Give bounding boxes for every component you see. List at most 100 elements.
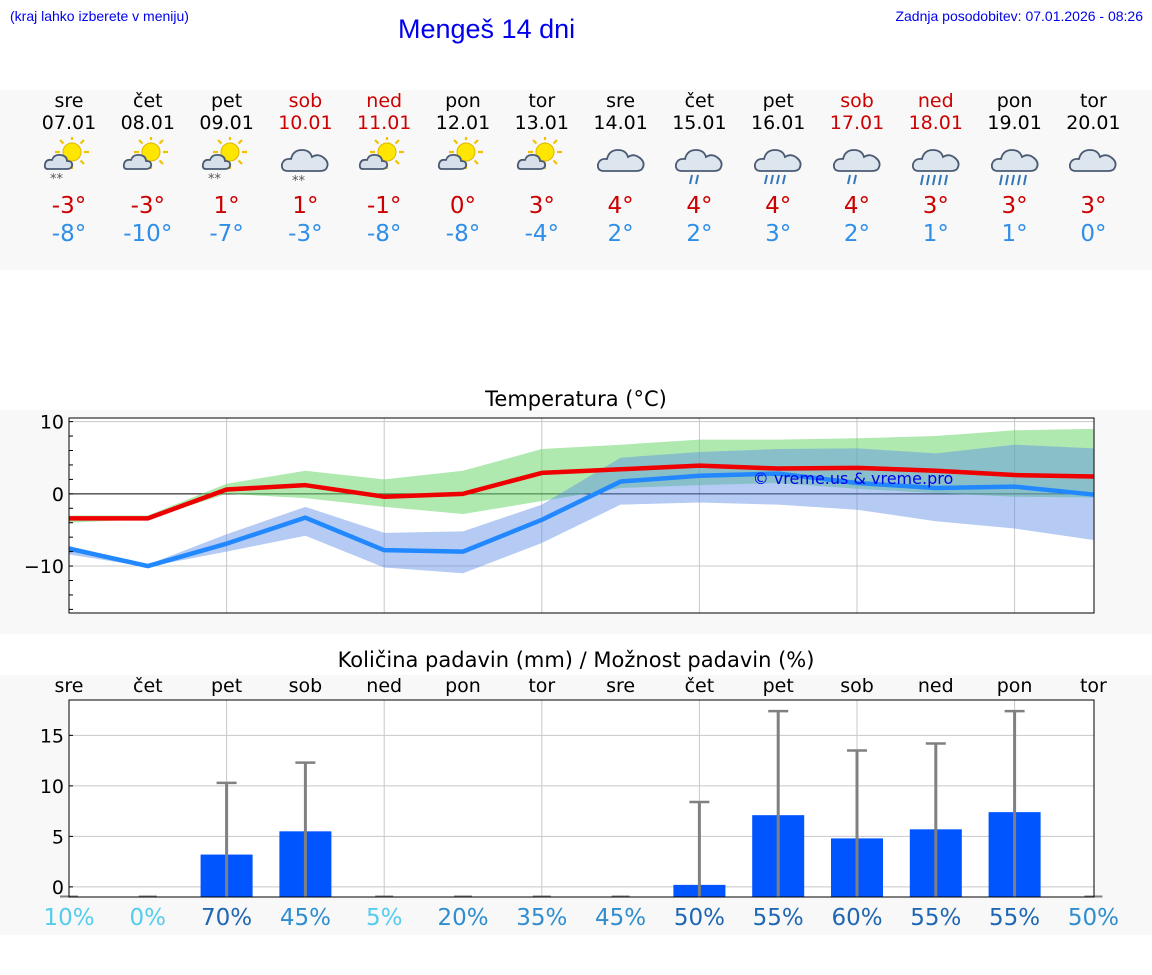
temperature-chart-title: Temperatura (°C)	[485, 387, 667, 411]
day-name: tor	[528, 90, 556, 112]
forecast-strip: sre 07.01 ** -3° -8° čet 08.01 -3° -10° pet 09.01 *…	[0, 90, 1152, 270]
temp-min: 2°	[686, 221, 713, 247]
day-date: 12.01	[435, 112, 491, 134]
x-category-label: sob	[840, 675, 874, 697]
forecast-day: pet 16.01 4° 3°	[739, 90, 817, 248]
y-tick-label: 0	[52, 484, 64, 506]
forecast-band	[0, 90, 1152, 270]
forecast-day: pon 12.01 0° -8°	[424, 90, 502, 248]
sun	[527, 137, 562, 169]
precip-probability: 45%	[280, 905, 331, 931]
sun-cloud-icon	[345, 134, 423, 192]
min-range-band	[69, 444, 1094, 574]
day-name: sob	[840, 90, 874, 112]
cloud	[122, 153, 152, 170]
temp-min: -8°	[51, 221, 87, 247]
x-category-label: pet	[763, 675, 794, 697]
x-category-label: pon	[445, 675, 481, 697]
day-name: pon	[996, 90, 1033, 112]
day-date: 18.01	[908, 112, 963, 134]
cloud-rain-icon	[739, 134, 817, 192]
snowflakes: **	[292, 174, 306, 189]
day-name: pet	[762, 90, 794, 112]
temp-min: -4°	[524, 221, 560, 247]
day-name: sob	[288, 90, 323, 112]
temp-max: 1°	[292, 193, 319, 219]
cloud	[990, 149, 1039, 172]
forecast-day: pon 19.01 3° 1°	[976, 90, 1054, 248]
temp-min: -7°	[209, 221, 244, 247]
cloud-icon	[1054, 134, 1132, 192]
snowflakes: **	[50, 172, 64, 187]
day-date: 11.01	[356, 112, 412, 134]
series-line-max	[69, 463, 1094, 521]
precipitation-chart: sre 10% čet 0% pet 70% sob 45% ned 5% pon 20% tor 35%…	[40, 675, 1119, 931]
precip-probability: 55%	[989, 905, 1040, 931]
cloud	[281, 149, 329, 172]
y-tick-label: 5	[52, 826, 64, 848]
day-name: sre	[54, 90, 84, 112]
temp-max: -3°	[130, 193, 166, 219]
raindrops	[764, 174, 787, 185]
precip-probability: 0%	[130, 905, 167, 931]
temp-max: 4°	[843, 193, 871, 219]
temp-max: 4°	[607, 193, 634, 219]
last-update: Zadnja posodobitev: 07.01.2026 - 08:26	[895, 8, 1143, 24]
temp-min: 3°	[765, 221, 792, 247]
day-date: 07.01	[41, 112, 97, 134]
watermark: © vreme.us & vreme.pro	[753, 469, 954, 488]
plot-frame	[68, 417, 1095, 614]
cloud-rain-heavy-icon	[897, 134, 975, 192]
location-hint-link[interactable]: (kraj lahko izberete v meniju)	[10, 8, 189, 24]
forecast-day: ned 11.01 -1° -8°	[345, 90, 423, 248]
cloud	[516, 153, 546, 170]
cloud	[832, 149, 881, 172]
x-category-label: ned	[366, 675, 402, 697]
precip-probability: 60%	[831, 905, 882, 931]
sun	[449, 137, 483, 169]
precip-probability: 10%	[43, 905, 94, 931]
precip-chart-title: Količina padavin (mm) / Možnost padavin …	[337, 648, 815, 672]
cloud	[1069, 149, 1117, 172]
temp-max: 3°	[1001, 193, 1028, 219]
y-tick-label: 10	[40, 412, 64, 434]
temp-max: 4°	[765, 193, 792, 219]
day-date: 17.01	[829, 112, 885, 134]
cloud	[911, 149, 960, 172]
forecast-day: pet 09.01 ** 1° -7°	[188, 90, 266, 248]
sun-cloud-snow-icon: **	[30, 134, 108, 192]
day-name: pet	[210, 90, 243, 112]
temp-max: 3°	[922, 193, 949, 219]
cloud-rain-light-icon	[660, 134, 738, 192]
x-category-label: ned	[918, 675, 954, 697]
temp-max: -3°	[51, 193, 87, 219]
x-category-label: pet	[211, 675, 242, 697]
precip-probability: 5%	[366, 905, 403, 931]
temp-min: 0°	[1080, 221, 1107, 247]
series-line-min	[68, 471, 1094, 569]
precip-probability: 35%	[516, 905, 567, 931]
precip-probability: 70%	[201, 905, 252, 931]
raindrops	[689, 174, 700, 185]
forecast-day: sob 10.01 ** 1° -3°	[266, 90, 344, 248]
day-name: čet	[133, 90, 163, 112]
temp-min: -3°	[288, 221, 323, 247]
temp-min: 2°	[843, 221, 871, 247]
x-category-label: pon	[997, 675, 1033, 697]
sun-cloud-snow-icon: **	[188, 134, 266, 192]
page-title: Mengeš 14 dni	[398, 14, 576, 44]
temp-min: 1°	[1001, 221, 1028, 247]
y-tick-label: −10	[24, 556, 64, 578]
y-tick-label: 10	[40, 776, 64, 798]
precip-probability: 55%	[753, 905, 804, 931]
cloud	[754, 149, 802, 172]
forecast-day: sre 14.01 4° 2°	[582, 90, 660, 248]
temp-max: 0°	[449, 193, 477, 219]
day-date: 09.01	[199, 112, 254, 134]
forecast-day: ned 18.01 3° 1°	[897, 90, 975, 248]
day-date: 15.01	[672, 112, 727, 134]
cloud	[437, 153, 468, 170]
x-category-label: čet	[685, 675, 715, 697]
x-category-label: tor	[1080, 675, 1107, 697]
raindrops	[847, 174, 857, 185]
